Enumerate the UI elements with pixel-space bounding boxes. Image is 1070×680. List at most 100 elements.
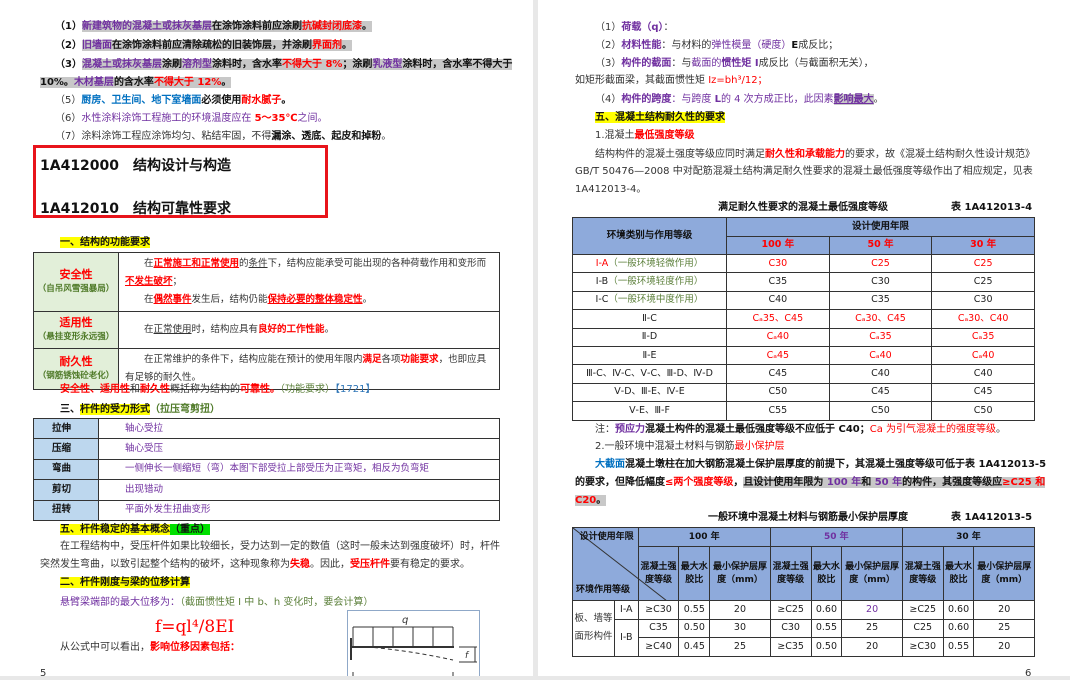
environment-code: Ⅱ-D [641,331,658,343]
strength-grade-cell: C25 [828,253,933,274]
strength-grade-cell: C50 [726,382,830,403]
text-run: 大截面 [595,459,625,470]
force-description: 出现错动 [98,479,500,501]
strength-grade-cell: Cₐ35 [828,327,933,347]
environment-cell: Ⅰ-C（一般环境中度作用） [572,290,727,311]
force-description: 平面外发生扭曲变形 [98,499,500,521]
text-run: 50 年 [874,477,903,488]
text-run: 偶然事件 [153,294,192,305]
text-run: 在 [125,324,154,335]
text-run: 和 [861,477,875,488]
text-run: 。 [873,94,884,105]
text-run: 的含水率 [113,77,154,88]
page-number: 6 [1025,668,1032,676]
property-mnemonic: （自吊风雪强暴局） [37,284,115,294]
column-group-header: 设计使用年限 [726,217,1035,237]
text-run: 5～35℃ [254,113,298,124]
table-row: Ⅰ-C（一般环境中度作用） C40 C35 C30 [572,290,1035,311]
environment-cell: Ⅱ-D [572,327,727,347]
text-run: 受压杆件 [350,559,390,570]
text-line: （5）厨房、卫生间、地下室墙面必须使用耐水腻子。 [55,93,291,109]
strength-grade-cell: Cₐ30、C45 [828,309,933,329]
load-label: q [402,615,408,626]
text-run: 水性涂料涂饰工程施工的环境温度应在 [81,113,255,124]
text-run: 乳液型 [372,59,403,70]
paragraph-line: 在工程结构中，受压杆件如果比较细长，受力达到一定的数值（这时一般未达到强度破坏）… [60,539,500,555]
property-name: 适用性 [59,316,93,329]
strength-grade-cell: Cₐ30、C40 [931,309,1035,329]
text-run: （4） [595,94,622,105]
text-run: （截面惯性矩 I 中 b、h 变化时，要会计算） [180,597,374,608]
table-caption: 一般环境中混凝土材料与钢筋最小保护层厚度 [708,512,908,523]
column-header: 30 年 [931,235,1035,255]
text-run: ： [663,22,674,33]
environment-code: Ⅲ-C、Ⅳ-C、Ⅴ-C、Ⅲ-D、Ⅳ-D [586,368,713,380]
text-run: 保持必要的整体稳定性 [267,294,363,305]
text-run: 材料性能 [621,40,662,51]
text-run: （1） [55,21,82,32]
strength-grade-cell: C30 [931,290,1035,311]
table-row: Ⅰ-B（一般环境轻度作用） C35 C30 C25 [572,272,1035,292]
strength-grade-cell: Cₐ45 [726,345,830,366]
table-row: Ⅱ-C Cₐ35、C45 Cₐ30、C45 Cₐ30、C40 [572,309,1035,329]
text-run: 时，结构应具有 [191,324,259,335]
value-cell: 0.50 [810,637,843,657]
text-run: 概括称为结构的 [170,384,240,395]
environment-note: （一般环境轻度作用） [608,276,704,288]
column-header: 混凝土强度等级 [769,546,812,601]
value-cell: C25 [901,618,944,638]
value-cell: 0.55 [942,637,975,657]
value-cell: ≥C30 [637,600,680,620]
text-run: 厨房、卫生间、地下室墙面 [81,95,202,106]
text-run: 。因此， [310,559,350,570]
text-run: 影响最大 [833,94,874,105]
column-header: 50 年 [828,235,933,255]
text-run: 涂料时，含水率 [211,59,282,70]
column-header: 最小保护层厚度（mm） [841,546,903,601]
text-line: （1）荷载（q）： [595,20,674,36]
text-run: 。 [596,495,607,506]
text-run: （7）涂料涂饰工程应涂饰均匀、粘结牢固，不得 [55,131,272,142]
text-run: 在 [125,294,154,305]
text-run: 。 [324,324,335,335]
text-run: 惯性矩 I [721,58,759,69]
table-caption: 满足耐久性要求的混凝土最低强度等级 [718,202,888,213]
text-run: 如矩形截面梁，其截面惯性矩 [575,75,709,86]
table-row: Ⅰ-A（一般环境轻微作用） C30 C25 C25 [572,253,1035,274]
text-run: 五、杆件稳定的基本概念 [60,524,170,535]
property-mnemonic: （钢筋锈蚀砼老化） [37,371,115,381]
environment-code: Ⅰ-C [595,294,609,306]
value-cell: 0.60 [942,618,975,638]
corner-top-label: 设计使用年限 [579,532,634,542]
summary-line: 安全性、适用性和耐久性概括称为结构的可靠性。（功能要求）【1721】 [60,382,375,398]
text-line: 1.混凝土最低强度等级 [595,128,695,144]
text-run: 预应力 [615,424,645,435]
text-run: 失稳 [290,559,310,570]
strength-grade-cell: C35 [828,290,933,311]
text-run: （3） [595,58,622,69]
table-row: 安全性 （自吊风雪强暴局） 在正常施工和正常使用的条件下，结构应能承受可能出现的各… [33,252,500,312]
environment-cell: Ⅴ-E、Ⅲ-F [572,401,727,421]
text-run: 满足 [362,354,382,365]
text-run: ； [172,276,183,287]
text-run: 结构构件的混凝土强度等级应同时满足 [595,149,765,160]
table-row: Ⅰ-B C35 0.50 30 C30 0.55 25 C25 0.60 25 [573,618,1035,657]
text-run: 抗碱封闭底漆 [301,21,362,32]
text-run: Iz=bh³/12； [708,75,768,86]
text-run: 五、混凝土结构耐久性的要求 [595,112,725,123]
text-line: 如矩形截面梁，其截面惯性矩 Iz=bh³/12； [575,73,768,89]
text-run: 构件的跨度 [621,94,672,105]
paragraph-line: 从公式中可以看出，影响位移因素包括： [60,640,240,656]
table-row: 适用性 （悬挂变形永远强） 在正常使用时，结构应具有良好的工作性能。 [33,311,500,349]
value-cell: 0.50 [678,618,711,638]
column-group-header: 30 年 [901,527,1036,547]
value-cell: ≥C35 [769,637,812,657]
text-run: 10%。 [40,77,74,88]
text-run: 。 [362,294,373,305]
table-row: 剪切 出现错动 [33,479,500,501]
row-label-cell: 适用性 （悬挂变形永远强） [33,311,119,349]
text-run: ≥C25 和 [1002,477,1046,488]
table-row: 耐久性 （钢筋锈蚀砼老化） 在正常维护的条件下，结构应能在预计的使用年限内满足各项… [33,348,500,390]
text-run: 的构件，其强度等级应 [902,477,1003,488]
text-run: 。 [281,95,292,106]
